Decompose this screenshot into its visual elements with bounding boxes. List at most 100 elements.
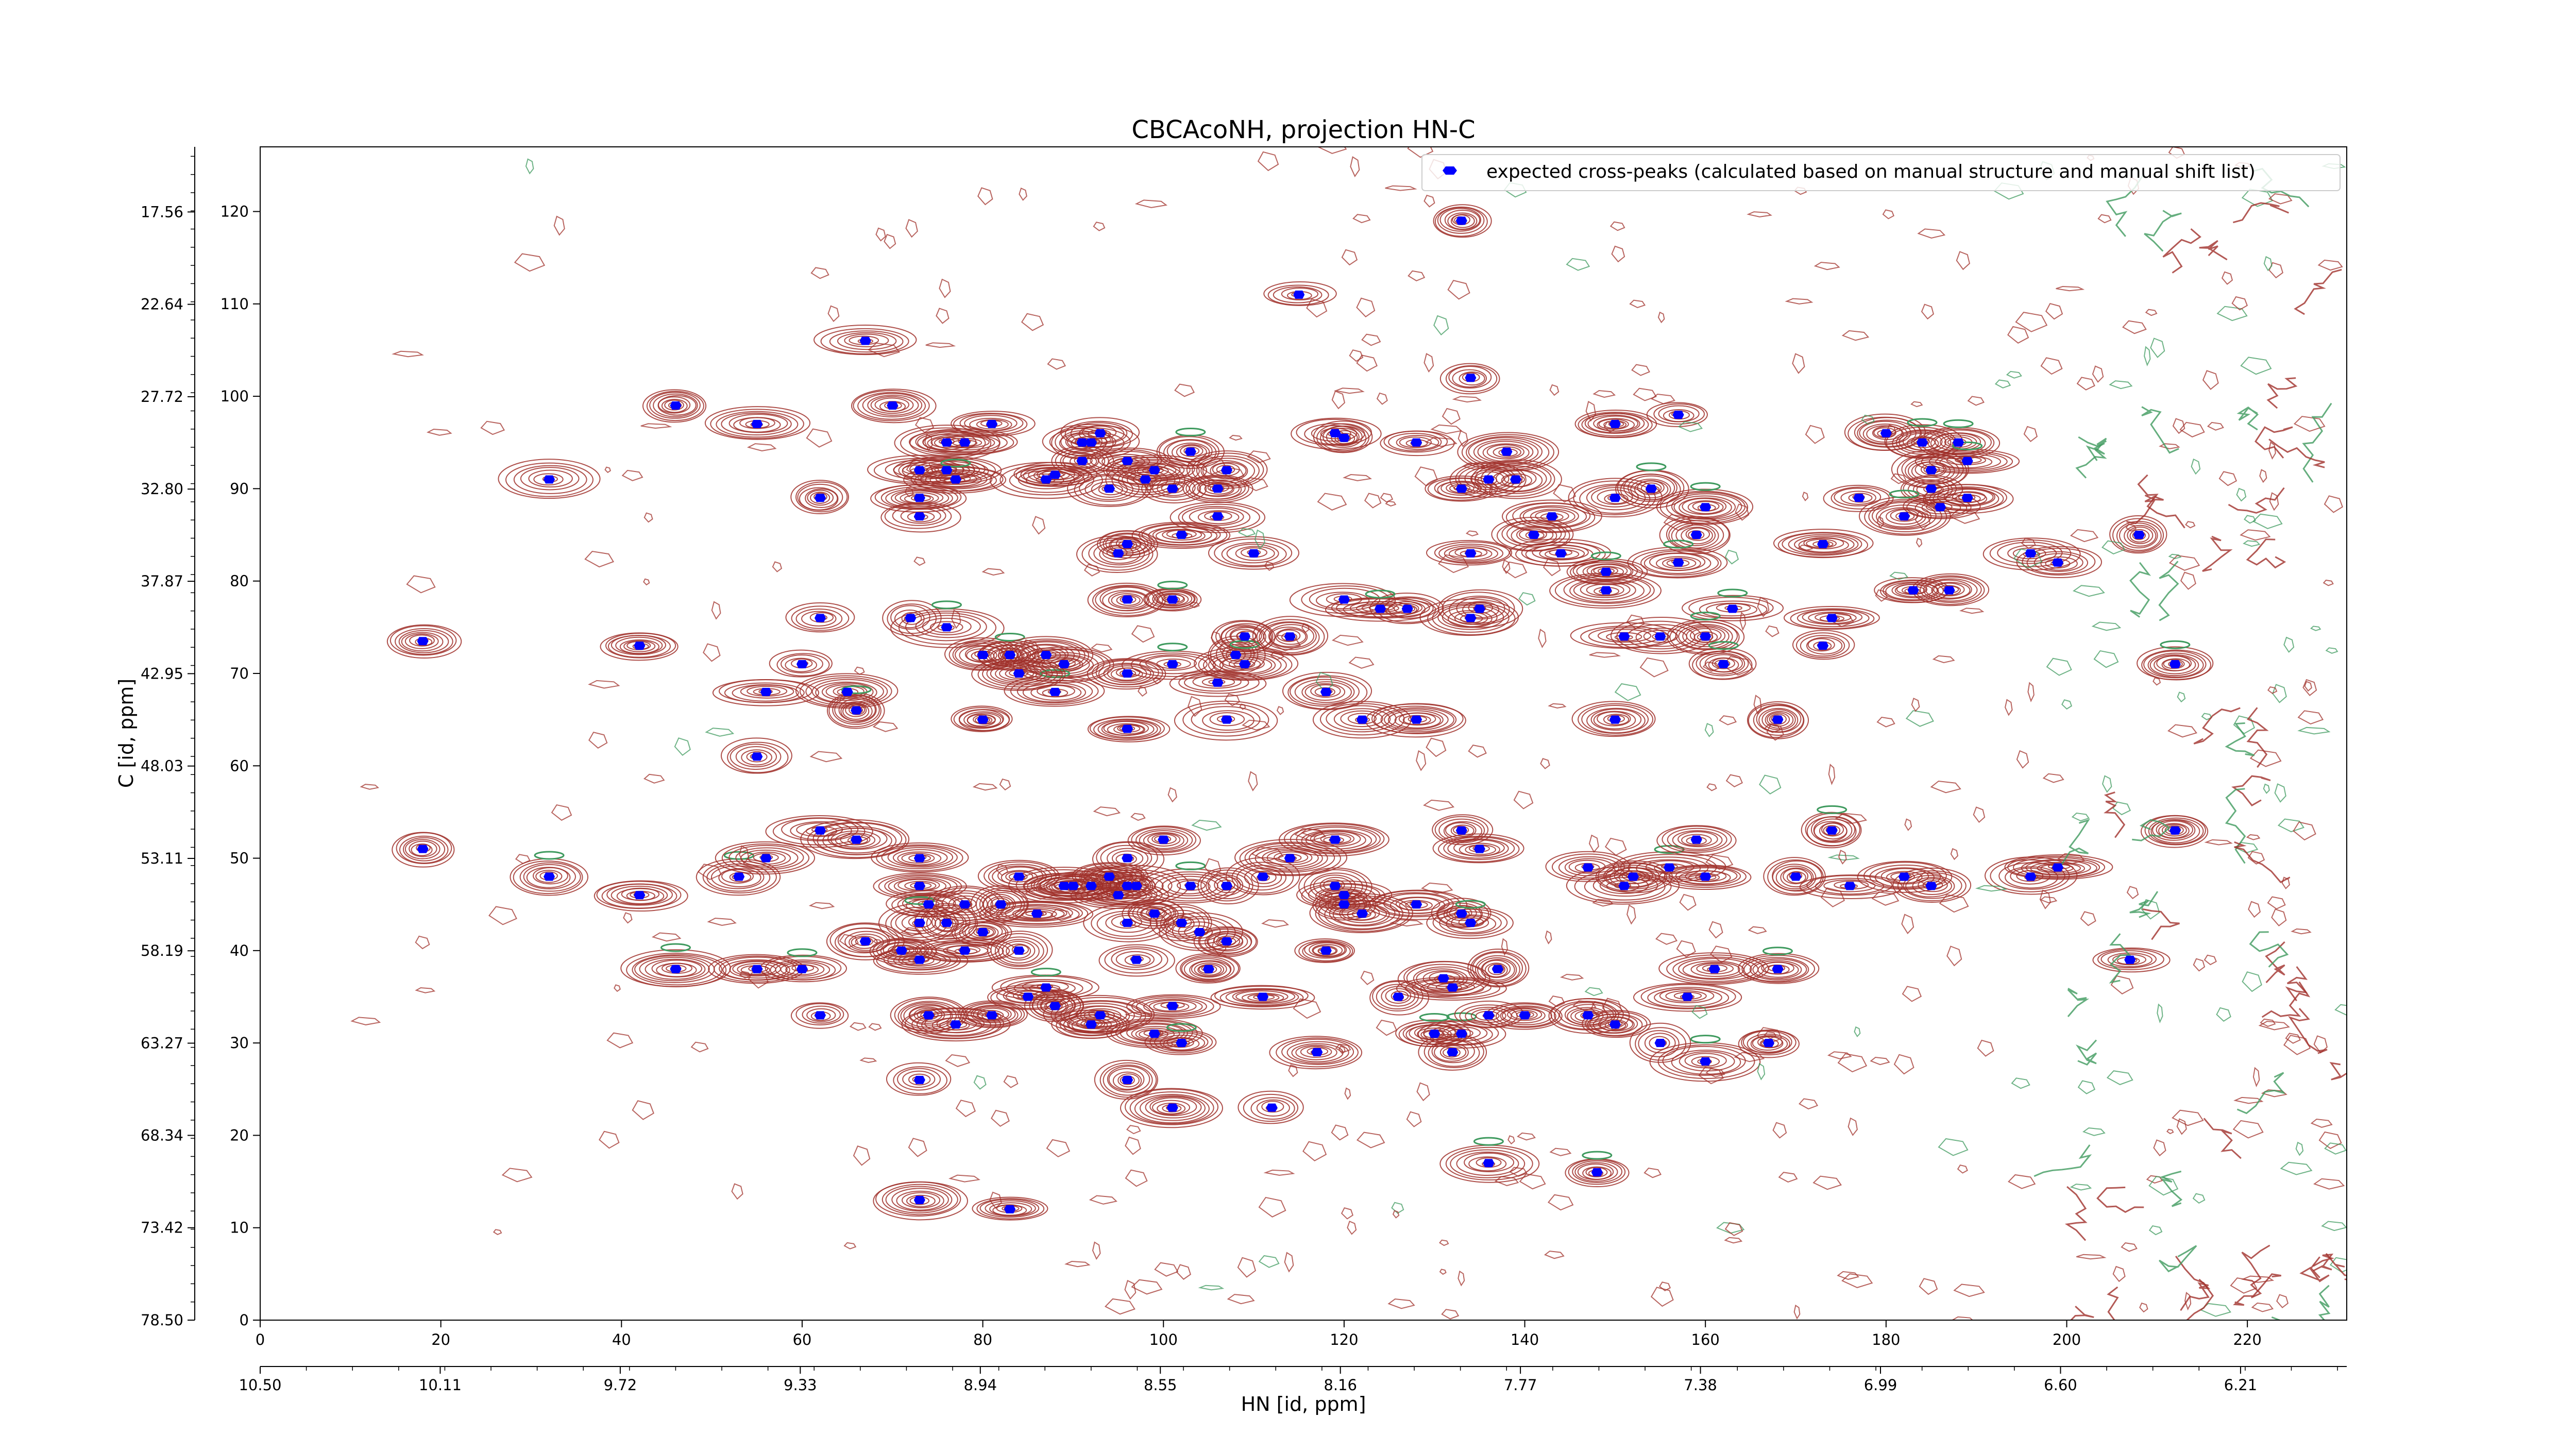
noise-contour [1344, 1087, 1351, 1100]
peak-contour [1476, 1157, 1502, 1168]
cross-peak-marker [941, 623, 953, 632]
peak-contour [1267, 284, 1329, 306]
noise-contour [1702, 661, 1720, 672]
peak-contour [1250, 1097, 1295, 1120]
cross-peak-marker [1916, 438, 1928, 447]
peak-contour [720, 737, 792, 774]
cross-peak-marker [1411, 900, 1422, 909]
peak-contour [1462, 601, 1500, 618]
peak-contour [1452, 369, 1487, 388]
edge-noise-line [2033, 1144, 2092, 1177]
cross-peak-marker [1184, 882, 1196, 890]
noise-contour [553, 215, 565, 236]
noise-contour [1798, 544, 1814, 551]
peak-contour [1252, 616, 1329, 656]
peak-contour [721, 869, 754, 884]
peak-contour [1574, 870, 1672, 903]
ppm-x-tick-label: 6.60 [2044, 1376, 2077, 1394]
peak-contour [1662, 825, 1732, 853]
cross-peak-marker [2052, 863, 2063, 872]
peak-contour [1432, 603, 1510, 633]
peak-contour [961, 1002, 1025, 1027]
peak-contour [1208, 536, 1300, 570]
noise-contour [2112, 1266, 2126, 1283]
peak-contour [2148, 817, 2204, 845]
noise-contour [1174, 383, 1195, 397]
noise-contour [1270, 651, 1284, 661]
cross-peak-marker [1049, 470, 1061, 479]
noise-contour [1772, 1122, 1787, 1139]
edge-noise-line [2329, 1061, 2347, 1081]
noise-contour [2192, 1193, 2206, 1204]
peak-contour [1445, 1146, 1533, 1180]
ppm-x-tick-label: 10.50 [239, 1376, 281, 1394]
noise-contour [2285, 1033, 2301, 1044]
noise-contour [1639, 657, 1669, 678]
cross-peak-marker [1284, 632, 1296, 641]
peak-contour [785, 602, 855, 633]
peak-contour [1182, 703, 1269, 737]
noise-contour [948, 1174, 980, 1183]
noise-contour [1548, 995, 1565, 1007]
peak-contour [925, 471, 988, 488]
peak-contour [834, 696, 877, 723]
peak-contour [1484, 963, 1508, 977]
peak-contour [897, 851, 942, 866]
noise-contour [1841, 330, 1870, 341]
negative-contour [1952, 441, 1983, 450]
peak-contour [1997, 542, 2063, 564]
peak-contour [1103, 454, 1208, 486]
cross-peak-marker [1609, 715, 1621, 724]
peak-contour [1823, 879, 1876, 892]
noise-contour [2167, 724, 2197, 738]
noise-contour [2185, 521, 2196, 529]
noise-contour [1317, 493, 1347, 511]
peak-contour [795, 609, 843, 629]
peak-contour [1206, 872, 1250, 900]
noise-contour [1333, 387, 1365, 394]
noise-contour [2146, 1175, 2163, 1184]
noise-contour [2272, 684, 2287, 703]
cross-peak-marker [1582, 863, 1594, 872]
noise-contour [913, 556, 926, 566]
cross-peak-marker [796, 660, 808, 669]
peak-contour [827, 828, 888, 850]
noise-contour [977, 187, 993, 206]
peak-contour [1102, 545, 1134, 561]
peak-contour [1443, 821, 1483, 841]
noise-contour [599, 1131, 620, 1149]
peak-contour [1823, 484, 1894, 512]
peak-contour [1274, 851, 1309, 864]
noise-contour [2148, 1176, 2179, 1196]
noise-contour [2276, 1294, 2289, 1308]
peak-contour [611, 885, 668, 905]
cross-peak-marker [1510, 475, 1522, 484]
noise-contour [1507, 1135, 1515, 1145]
noise-contour [1125, 1136, 1141, 1155]
cross-peak-marker [1465, 374, 1477, 382]
cross-peak-marker [959, 946, 971, 955]
noise-contour [2006, 370, 2022, 379]
peak-contour [528, 469, 573, 488]
noise-contour [705, 728, 735, 737]
peak-contour [805, 488, 838, 509]
peak-contour [810, 492, 831, 504]
peak-contour [1693, 631, 1718, 643]
cross-peak-marker [1700, 872, 1711, 881]
cross-peak-marker [1609, 494, 1621, 502]
noise-contour [849, 1022, 867, 1031]
peak-contour [1535, 510, 1569, 522]
cross-peak-marker [941, 919, 953, 927]
noise-contour [1604, 837, 1627, 856]
noise-contour [1430, 424, 1463, 434]
peak-contour [1396, 976, 1507, 1001]
peak-contour [887, 951, 952, 970]
noise-contour [1423, 799, 1455, 811]
cross-peak-marker [1826, 826, 1838, 835]
peak-contour [904, 881, 937, 891]
negative-contour [660, 943, 691, 952]
cross-peak-marker [913, 955, 925, 964]
peak-contour [853, 390, 930, 421]
peak-contour [1310, 684, 1341, 698]
peak-contour [1136, 997, 1207, 1016]
